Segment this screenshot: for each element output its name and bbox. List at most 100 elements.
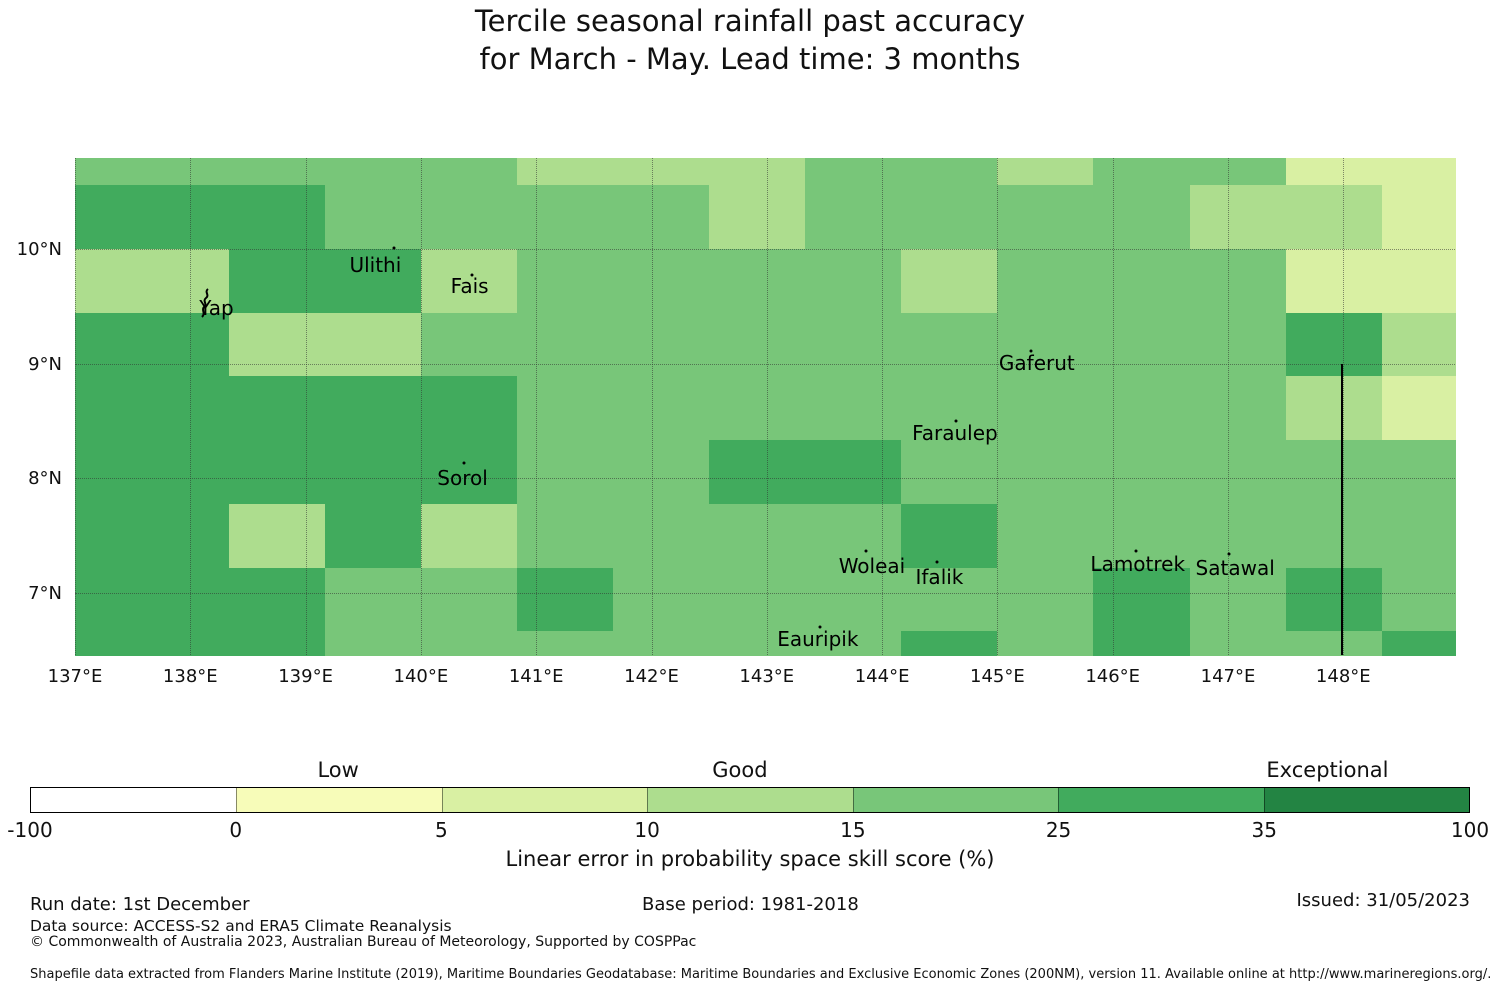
skill-cell <box>1381 503 1456 569</box>
skill-cell <box>420 440 518 505</box>
skill-cell <box>901 567 999 632</box>
x-axis-tick-label: 138°E <box>162 666 218 687</box>
map-gridline <box>420 158 422 655</box>
x-axis-tick-label: 147°E <box>1200 666 1256 687</box>
skill-cell <box>75 158 134 186</box>
map-gridline <box>75 158 76 655</box>
colorbar-segment-divider <box>1058 788 1060 812</box>
colorbar-tick-label: 5 <box>435 818 448 842</box>
x-axis-tick-label: 140°E <box>393 666 449 687</box>
skill-cell <box>1189 312 1287 378</box>
x-axis-tick-label: 148°E <box>1315 666 1371 687</box>
skill-cell <box>228 631 326 656</box>
skill-cell <box>516 567 614 632</box>
skill-cell <box>709 312 806 378</box>
colorbar-tick-label: 0 <box>229 818 243 842</box>
skill-cell <box>132 249 230 314</box>
map-gridline <box>75 593 1455 594</box>
skill-cell <box>516 376 614 441</box>
run-date-text: Run date: 1st December <box>30 894 250 915</box>
skill-cell <box>613 185 710 250</box>
skill-cell <box>805 440 903 505</box>
skill-cell <box>613 312 710 378</box>
colorbar-segment-divider <box>647 788 649 812</box>
skill-cell <box>997 376 1095 441</box>
map-gridline <box>75 478 1455 480</box>
skill-cell <box>324 185 422 250</box>
skill-cell <box>1189 631 1287 656</box>
skill-cell <box>420 249 518 314</box>
skill-cell <box>75 312 134 378</box>
skill-cell <box>709 567 806 632</box>
skill-cell <box>516 249 614 314</box>
skill-cell <box>709 249 806 314</box>
y-axis-tick-label: 8°N <box>28 468 62 490</box>
island-label-fais: Fais <box>450 274 489 299</box>
skill-cell <box>516 631 614 656</box>
island-label-gaferut: Gaferut <box>998 351 1075 376</box>
island-label-yap: Yap <box>199 295 234 320</box>
skill-cell <box>613 503 710 569</box>
skill-cell <box>132 376 230 441</box>
skill-cell <box>228 312 326 378</box>
y-axis-tick-label: 9°N <box>28 353 62 375</box>
island-marker-fais <box>470 273 474 277</box>
island-marker-gaferut <box>1029 349 1033 353</box>
island-outline-yap <box>198 288 214 322</box>
skill-cell <box>1381 249 1456 314</box>
maritime-boundary-line <box>1340 363 1343 655</box>
colorbar-tick-label: 10 <box>634 818 660 842</box>
skill-cell <box>613 567 710 632</box>
skill-cell <box>805 376 903 441</box>
shapefile-note-text: Shapefile data extracted from Flanders M… <box>30 967 1492 982</box>
skill-cell <box>75 185 134 250</box>
island-label-satawal: Satawal <box>1195 556 1275 581</box>
skill-cell <box>1093 249 1191 314</box>
skill-cell <box>1381 567 1456 632</box>
copyright-text: © Commonwealth of Australia 2023, Austra… <box>30 934 697 950</box>
island-label-eauripik: Eauripik <box>777 627 859 652</box>
skill-cell <box>1285 158 1383 186</box>
colorbar-segment-divider <box>441 788 443 812</box>
colorbar-segment-divider <box>1263 788 1265 812</box>
skill-cell <box>75 503 134 569</box>
skill-cell <box>75 440 134 505</box>
skill-cell <box>997 249 1095 314</box>
skill-cell <box>709 631 806 656</box>
skill-cell <box>420 376 518 441</box>
colorbar-segment <box>647 788 853 812</box>
island-marker-lamotrek <box>1134 549 1138 553</box>
skill-cell <box>805 503 903 569</box>
island-marker-woleai <box>864 549 868 553</box>
skill-cell <box>997 158 1095 186</box>
skill-cell <box>805 249 903 314</box>
skill-cell <box>1093 185 1191 250</box>
colorbar-segment <box>1263 788 1469 812</box>
map-gridline <box>766 158 768 655</box>
skill-cell <box>324 440 422 505</box>
skill-cell <box>613 440 710 505</box>
skill-cell <box>516 440 614 505</box>
skill-cell <box>516 312 614 378</box>
skill-cell <box>805 185 903 250</box>
colorbar-segment <box>441 788 648 812</box>
skill-cell <box>709 185 806 250</box>
island-label-lamotrek: Lamotrek <box>1090 551 1186 576</box>
skill-cell <box>1189 158 1287 186</box>
skill-cell <box>228 185 326 250</box>
map-gridline <box>882 158 884 655</box>
skill-cell <box>901 376 999 441</box>
x-axis-tick-label: 146°E <box>1085 666 1141 687</box>
skill-cell <box>324 158 422 186</box>
skill-cell <box>420 185 518 250</box>
skill-cell <box>228 440 326 505</box>
island-marker-ifalik <box>935 560 939 564</box>
map-gridline <box>305 158 307 655</box>
map-gridline <box>997 158 999 655</box>
base-period-text: Base period: 1981-2018 <box>642 894 859 915</box>
skill-cell <box>901 249 999 314</box>
skill-cell <box>1093 312 1191 378</box>
skill-cell <box>132 503 230 569</box>
skill-cell <box>420 503 518 569</box>
